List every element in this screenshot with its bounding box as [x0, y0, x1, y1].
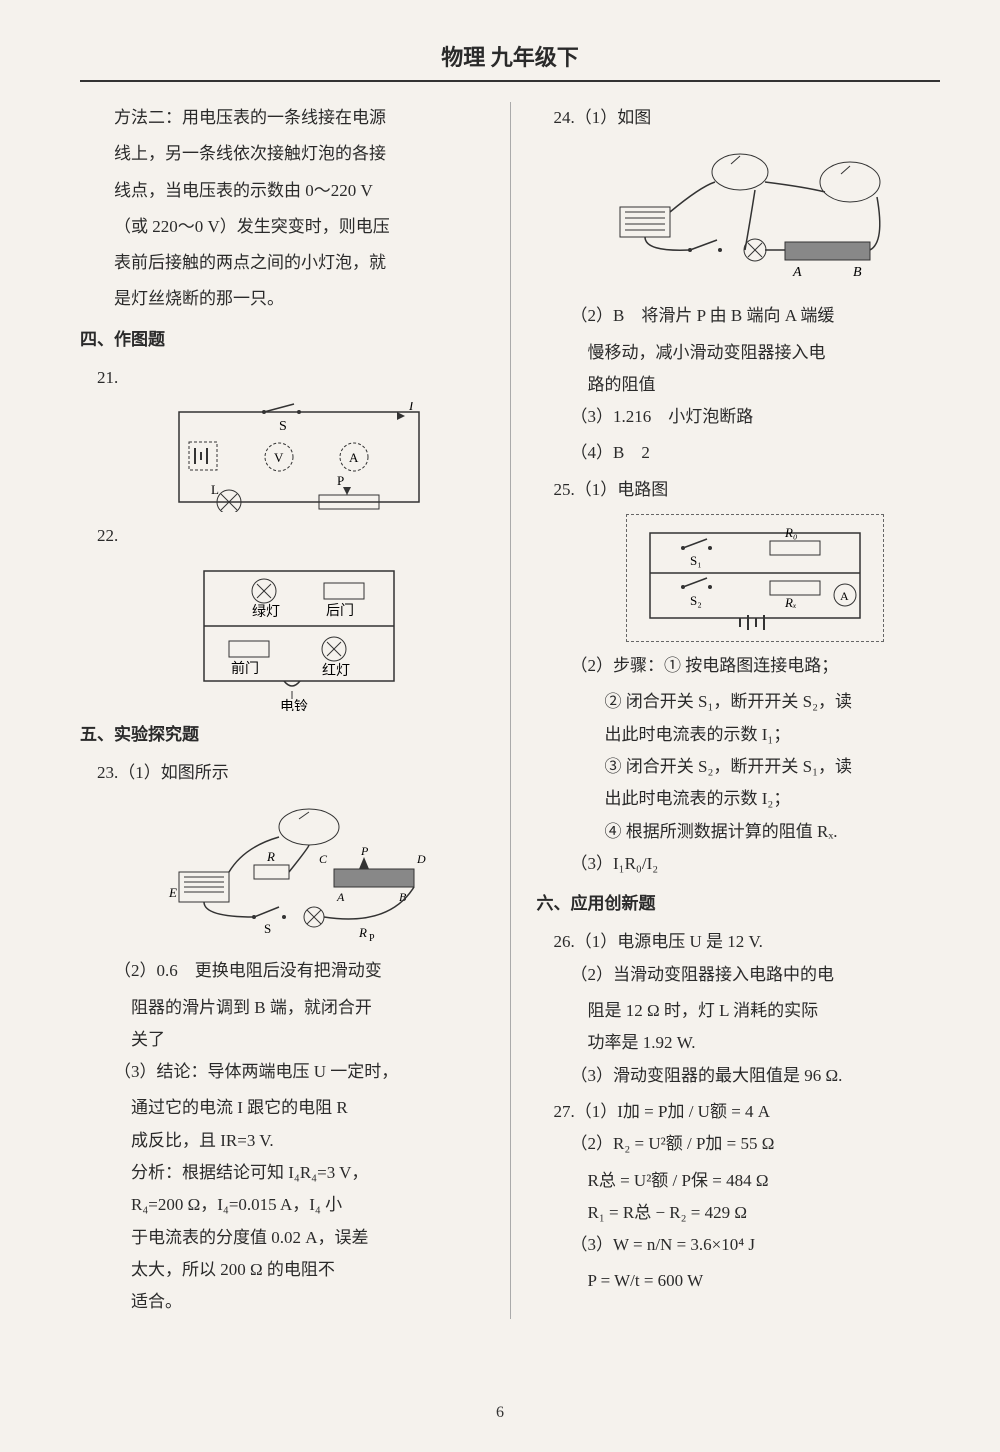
section-4-header: 四、作图题	[80, 324, 484, 356]
q24-3: （3）1.216 小灯泡断路	[537, 401, 941, 433]
q23-analysis: 分析：根据结论可知 I₄R₄=3 V，	[80, 1157, 484, 1189]
label-R0: R₀	[784, 525, 797, 540]
q25-2: （2）步骤：① 按电路图连接电路；	[537, 650, 941, 682]
q24-4: （4）B 2	[537, 437, 941, 469]
circuit-22-svg: 绿灯 后门 前门 红灯 电铃	[184, 561, 414, 711]
q22-label: 22.	[80, 520, 484, 552]
page-header: 物理 九年级下	[80, 40, 940, 72]
label-A25: A	[840, 589, 849, 603]
label-E: E	[168, 885, 177, 900]
label-bell: 电铃	[280, 699, 308, 711]
method2-line: 表前后接触的两点之间的小灯泡，就	[80, 247, 484, 279]
q25-step: 出此时电流表的示数 I₂；	[537, 783, 941, 815]
q25-step: ④ 根据所测数据计算的阻值 Rₓ.	[537, 816, 941, 848]
label-I: I	[408, 402, 414, 413]
method2-line: 是灯丝烧断的那一只。	[80, 283, 484, 315]
label-green: 绿灯	[252, 604, 280, 620]
section-6-header: 六、应用创新题	[537, 888, 941, 920]
label-front: 前门	[231, 660, 259, 677]
q26-2-line: 功率是 1.92 W.	[537, 1027, 941, 1059]
q27-3-line: P = W/t = 600 W	[537, 1265, 941, 1297]
q25-step: ③ 闭合开关 S₂，断开开关 S₁，读	[537, 751, 941, 783]
label-V: V	[274, 450, 284, 465]
label-P: P	[360, 844, 369, 858]
q26-2-line: 阻是 12 Ω 时，灯 L 消耗的实际	[537, 995, 941, 1027]
q25-step: 出此时电流表的示数 I₁；	[537, 719, 941, 751]
q23-2-line: （2）0.6 更换电阻后没有把滑动变	[80, 955, 484, 987]
q25-3: （3）I₁R₀/I₂	[537, 848, 941, 880]
q23-3-line: 通过它的电流 I 跟它的电阻 R	[80, 1092, 484, 1124]
header-rule	[80, 80, 940, 82]
method2-line: 线上，另一条线依次接触灯泡的各接	[80, 138, 484, 170]
label-R: R	[266, 849, 275, 864]
content-columns: 方法二：用电压表的一条线接在电源 线上，另一条线依次接触灯泡的各接 线点，当电压…	[80, 102, 940, 1319]
circuit-25-box: S₁ R₀ S₂ Rₓ A	[626, 514, 884, 642]
label-Rp: R	[358, 925, 367, 940]
section-5-header: 五、实验探究题	[80, 719, 484, 751]
figure-24: A B	[571, 142, 941, 292]
label-S: S	[279, 419, 287, 434]
label-B24: B	[853, 265, 862, 280]
right-column: 24.（1）如图 A B	[537, 102, 941, 1319]
left-column: 方法二：用电压表的一条线接在电源 线上，另一条线依次接触灯泡的各接 线点，当电压…	[80, 102, 484, 1319]
label-S23: S	[264, 921, 271, 936]
method2-line: 线点，当电压表的示数由 0～220 V	[80, 175, 484, 207]
q23-2-line: 关了	[80, 1024, 484, 1056]
q26-1: 26.（1）电源电压 U 是 12 V.	[537, 926, 941, 958]
q25-step: ② 闭合开关 S₁，断开开关 S₂，读	[537, 686, 941, 718]
label-A: A	[349, 450, 359, 465]
label-S1: S₁	[690, 553, 702, 568]
label-back: 后门	[326, 603, 354, 619]
q23-1: 23.（1）如图所示	[80, 757, 484, 789]
q23-analysis: 太大，所以 200 Ω 的电阻不	[80, 1254, 484, 1286]
page-container: 物理 九年级下 方法二：用电压表的一条线接在电源 线上，另一条线依次接触灯泡的各…	[0, 0, 1000, 1452]
circuit-23-svg: E R C P D A B S R P	[159, 797, 439, 947]
q27-2-line: （2）R₂ = U²额 / P加 = 55 Ω	[537, 1128, 941, 1160]
label-A23: A	[336, 890, 345, 904]
q25-1: 25.（1）电路图	[537, 474, 941, 506]
method2-line: 方法二：用电压表的一条线接在电源	[80, 102, 484, 134]
q24-2-line: （2）B 将滑片 P 由 B 端向 A 端缓	[537, 300, 941, 332]
label-Rx: Rₓ	[784, 595, 797, 610]
q23-2-line: 阻器的滑片调到 B 端，就闭合开	[80, 992, 484, 1024]
q27-3-line: （3）W = n/N = 3.6×10⁴ J	[537, 1229, 941, 1261]
q23-3-line: （3）结论：导体两端电压 U 一定时，	[80, 1056, 484, 1088]
label-A24: A	[792, 265, 802, 280]
column-divider	[510, 102, 511, 1319]
label-L: L	[211, 482, 219, 497]
label-Rp-sub: P	[369, 933, 375, 944]
q26-2-line: （2）当滑动变阻器接入电路中的电	[537, 959, 941, 991]
q27-1: 27.（1）I加 = P加 / U额 = 4 A	[537, 1096, 941, 1128]
q23-analysis: 于电流表的分度值 0.02 A，误差	[80, 1222, 484, 1254]
q21-label: 21.	[80, 362, 484, 394]
page-number: 6	[496, 1404, 504, 1422]
label-C: C	[319, 852, 328, 866]
figure-21: S V A L P I	[114, 402, 484, 512]
q27-2-line: R总 = U²额 / P保 = 484 Ω	[537, 1165, 941, 1197]
label-P: P	[337, 473, 344, 488]
figure-22: 绿灯 后门 前门 红灯 电铃	[114, 561, 484, 711]
q26-3: （3）滑动变阻器的最大阻值是 96 Ω.	[537, 1060, 941, 1092]
circuit-25-svg: S₁ R₀ S₂ Rₓ A	[635, 523, 875, 633]
q24-2-line: 慢移动，减小滑动变阻器接入电	[537, 337, 941, 369]
q27-2-line: R₁ = R总 − R₂ = 429 Ω	[537, 1197, 941, 1229]
label-D: D	[416, 852, 426, 866]
q24-1: 24.（1）如图	[537, 102, 941, 134]
q23-analysis: R₄=200 Ω，I₄=0.015 A，I₄ 小	[80, 1189, 484, 1221]
q24-2-line: 路的阻值	[537, 369, 941, 401]
q23-analysis: 适合。	[80, 1286, 484, 1318]
circuit-21-svg: S V A L P I	[169, 402, 429, 512]
method2-line: （或 220～0 V）发生突变时，则电压	[80, 211, 484, 243]
label-S2: S₂	[690, 593, 702, 608]
circuit-24-svg: A B	[605, 142, 905, 292]
q23-3-line: 成反比，且 IR=3 V.	[80, 1125, 484, 1157]
label-red: 红灯	[322, 663, 350, 679]
figure-23: E R C P D A B S R P	[114, 797, 484, 947]
figure-25: S₁ R₀ S₂ Rₓ A	[571, 514, 941, 642]
